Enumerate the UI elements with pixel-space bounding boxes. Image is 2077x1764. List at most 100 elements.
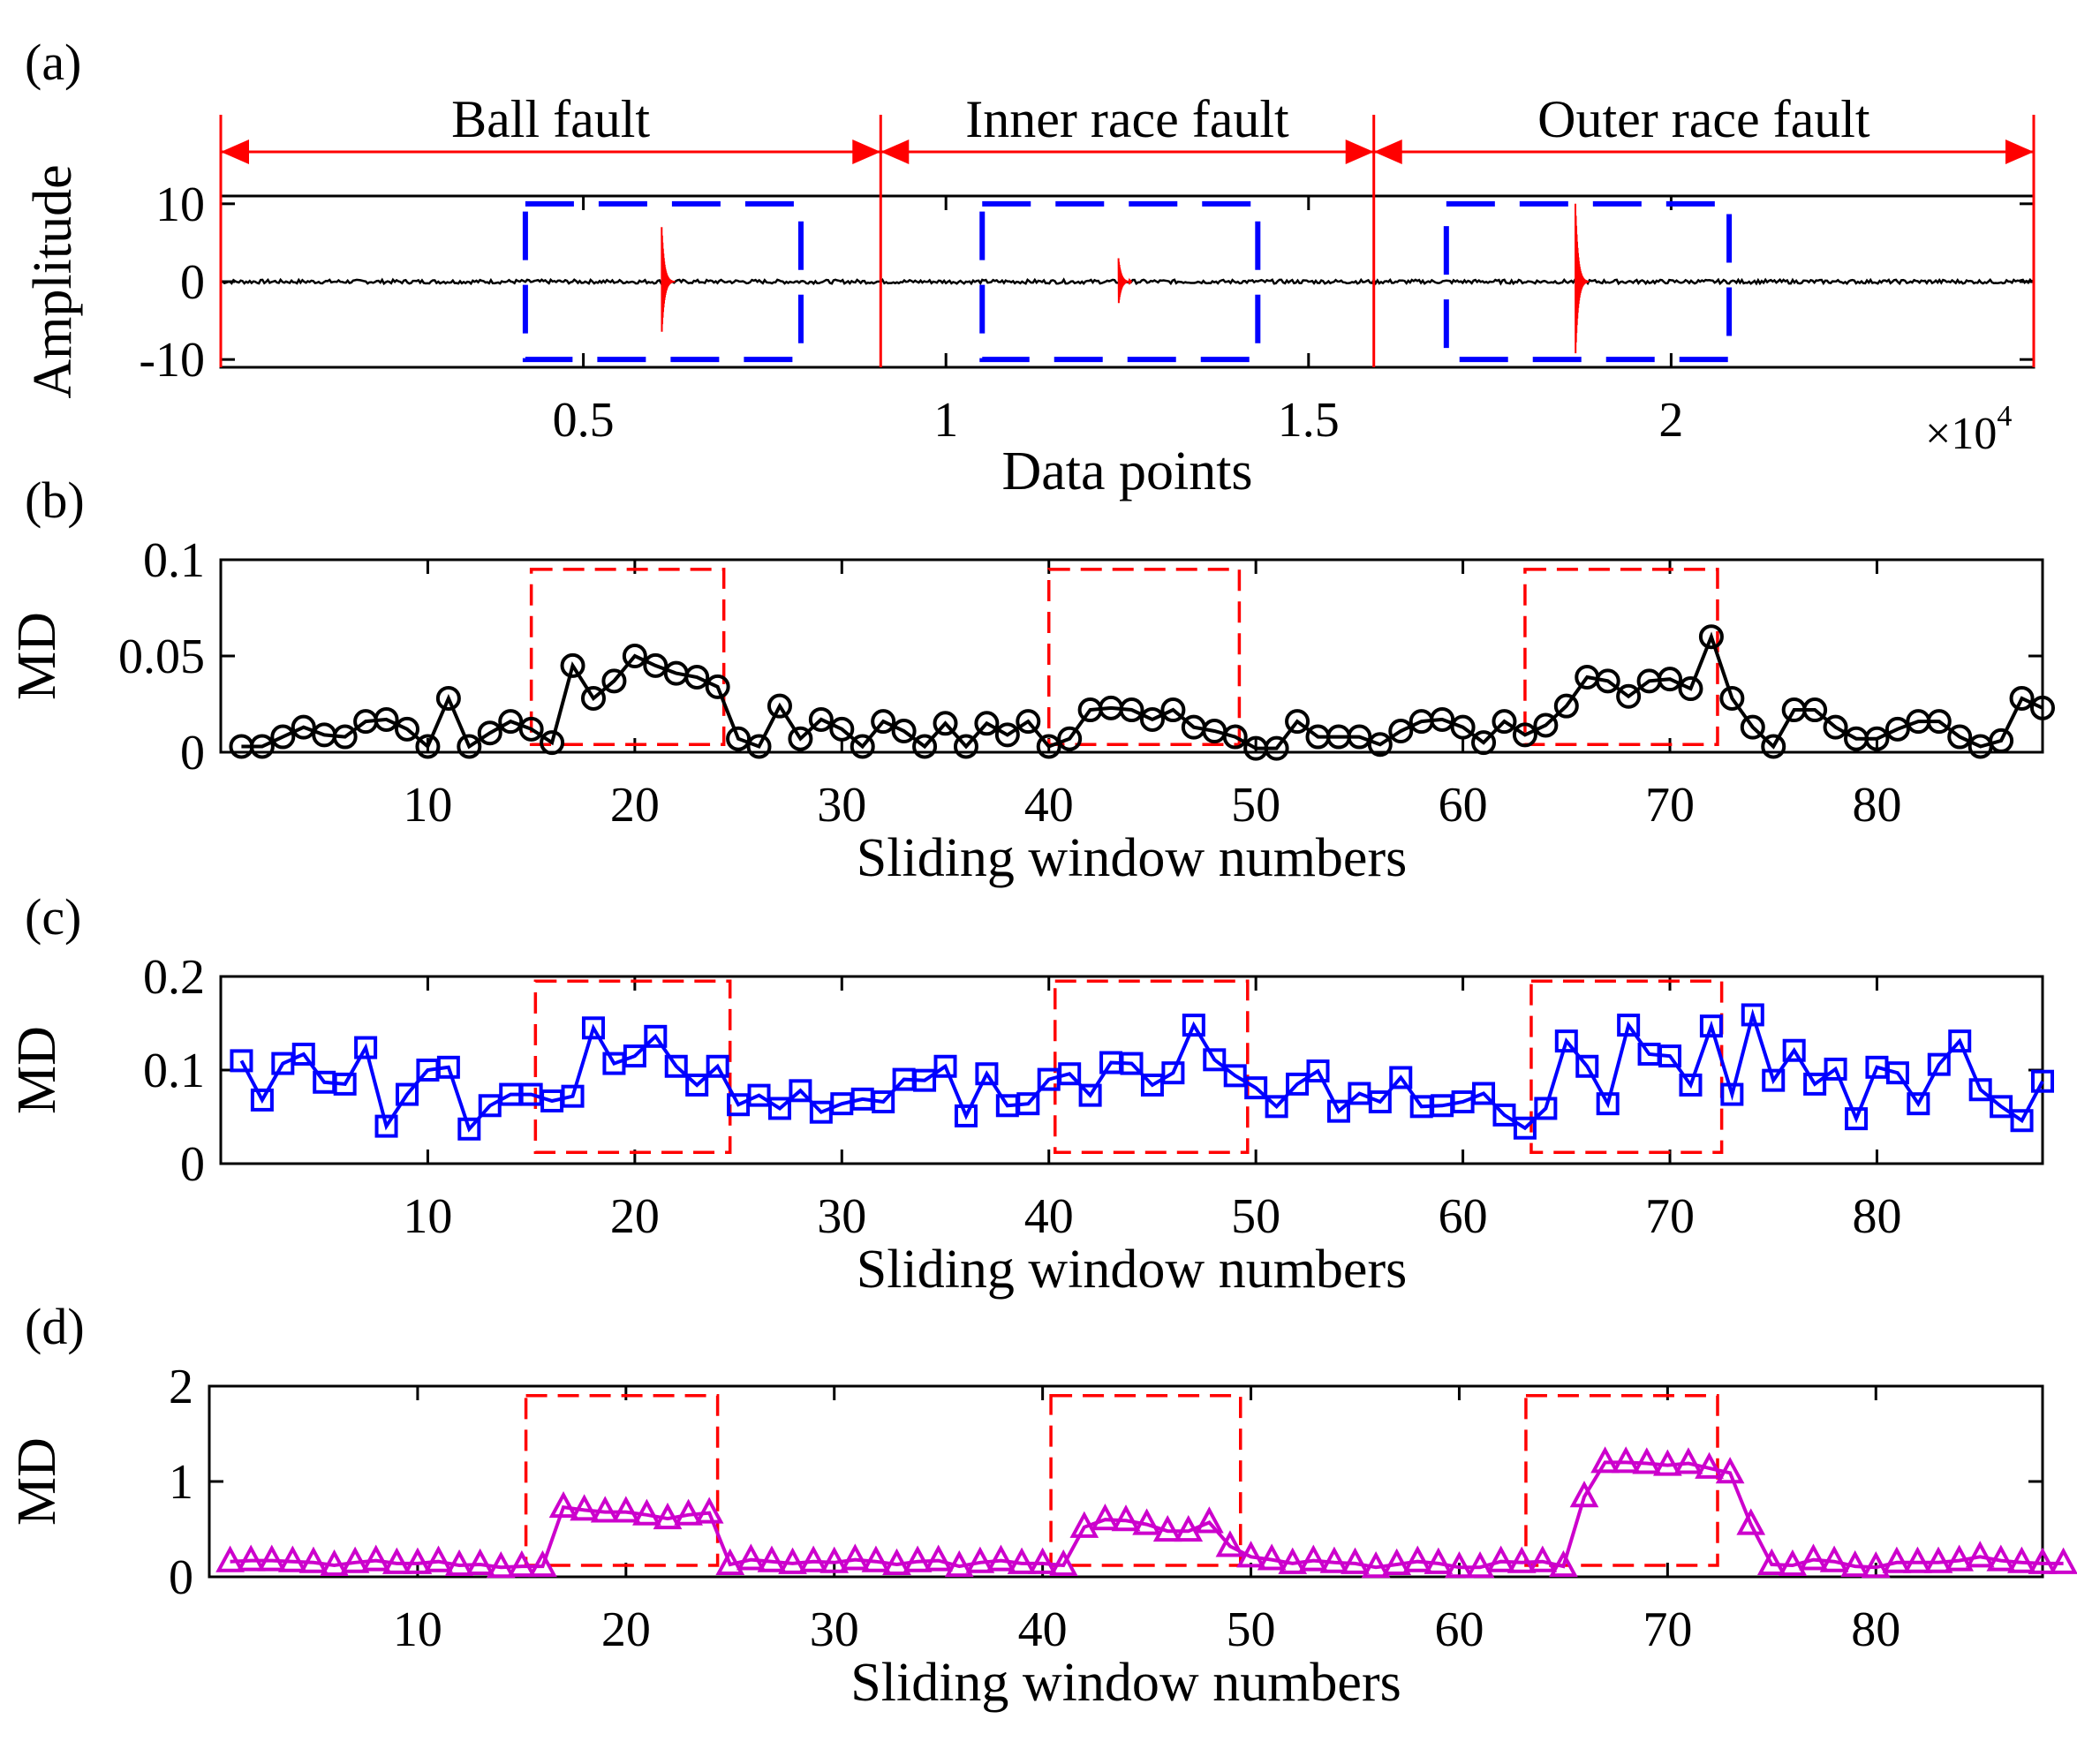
data-point: [333, 1072, 357, 1096]
data-point: [361, 1544, 391, 1572]
data-point: [789, 1079, 812, 1103]
x-tick-label: 60: [1434, 1602, 1484, 1657]
data-point: [872, 1090, 895, 1114]
data-point: [706, 1054, 729, 1078]
region-label: Outer race fault: [1537, 90, 1870, 148]
data-point: [381, 1547, 412, 1574]
panel-label: (b): [25, 471, 85, 529]
data-point: [444, 1549, 474, 1577]
data-point: [1341, 1547, 1370, 1574]
data-point: [1161, 1061, 1185, 1085]
region-label: Inner race fault: [965, 90, 1289, 148]
fault-impulse: [1117, 258, 1132, 304]
x-tick-label: 70: [1645, 778, 1695, 833]
highlight-box: [529, 568, 726, 747]
x-tick-label: 60: [1439, 1189, 1488, 1244]
data-point: [1658, 1044, 1682, 1068]
y-tick-label: 0: [169, 1550, 193, 1605]
data-point: [1471, 730, 1497, 756]
data-point: [1016, 1092, 1040, 1116]
data-point: [1139, 706, 1165, 732]
x-axis-multiplier: ×104: [1925, 400, 2012, 459]
data-point: [1016, 709, 1041, 735]
data-point: [829, 716, 855, 742]
x-tick-label: 10: [393, 1602, 442, 1657]
data-point: [747, 1083, 771, 1107]
data-point: [1285, 709, 1310, 735]
data-point: [424, 1545, 453, 1572]
data-point: [1554, 1029, 1578, 1053]
data-point: [944, 1549, 974, 1578]
data-point: [1698, 624, 1724, 650]
x-tick-label: 50: [1231, 778, 1280, 833]
data-point: [340, 1546, 370, 1573]
data-point: [1653, 1449, 1682, 1476]
y-tick-label: 0.2: [143, 950, 205, 1005]
data-point: [560, 652, 585, 678]
data-point: [1575, 1054, 1599, 1078]
data-point: [1223, 1064, 1247, 1088]
data-point: [2010, 1109, 2034, 1133]
data-point: [1553, 693, 1579, 719]
data-point: [548, 1490, 578, 1519]
data-point: [230, 1049, 253, 1073]
data-point: [457, 1117, 481, 1141]
data-point: [581, 1016, 605, 1040]
data-point: [736, 1543, 766, 1571]
data-point: [498, 709, 524, 735]
data-point: [1265, 1095, 1288, 1119]
data-point: [1007, 1547, 1037, 1574]
data-point: [1719, 685, 1745, 711]
data-point: [374, 1114, 398, 1138]
data-point: [249, 734, 275, 759]
data-point: [912, 734, 938, 759]
data-point: [1286, 1072, 1310, 1096]
data-point: [622, 644, 647, 668]
x-tick-label: 20: [610, 1189, 660, 1244]
data-point: [1160, 697, 1186, 723]
data-point: [1679, 1073, 1703, 1097]
data-point: [653, 1502, 683, 1530]
data-point: [1492, 709, 1517, 735]
x-tick-label: 0.5: [553, 393, 615, 448]
data-point: [850, 734, 875, 759]
y-tick-label: 0.1: [143, 533, 205, 588]
data-point: [1152, 1514, 1182, 1542]
data-point: [954, 1104, 978, 1127]
y-tick-label: 1: [169, 1455, 193, 1510]
data-point: [1736, 1508, 1766, 1535]
data-point: [632, 1498, 661, 1526]
highlight-box: [1049, 1394, 1242, 1567]
data-point: [767, 1097, 791, 1120]
data-point: [2030, 695, 2055, 720]
data-point: [1673, 1447, 1703, 1474]
data-point: [1195, 1506, 1224, 1534]
highlight-box: [533, 979, 732, 1155]
x-tick-label: 60: [1439, 778, 1488, 833]
data-point: [1885, 1061, 1909, 1085]
data-point: [1741, 1003, 1764, 1027]
data-point: [643, 652, 668, 678]
data-point: [1756, 1548, 1786, 1575]
data-point: [644, 1024, 668, 1048]
data-point: [1402, 1545, 1432, 1572]
data-point: [975, 1062, 999, 1086]
data-point: [788, 726, 813, 751]
data-point: [1203, 1048, 1227, 1072]
y-tick-label: 0: [180, 255, 205, 310]
data-point: [674, 1498, 703, 1526]
data-point: [994, 722, 1020, 748]
data-point: [2007, 1546, 2036, 1573]
data-point: [715, 1548, 745, 1575]
data-point: [298, 1546, 329, 1573]
data-point: [518, 716, 544, 742]
panel-label: (d): [25, 1298, 85, 1355]
data-point: [1861, 1551, 1891, 1579]
data-point: [1533, 712, 1559, 738]
data-point: [1740, 714, 1765, 740]
arrow-head: [852, 139, 881, 164]
data-point: [1590, 1446, 1620, 1474]
y-tick-label: 0: [180, 726, 205, 780]
data-point: [1720, 1082, 1744, 1106]
arrow-head: [1345, 139, 1374, 164]
